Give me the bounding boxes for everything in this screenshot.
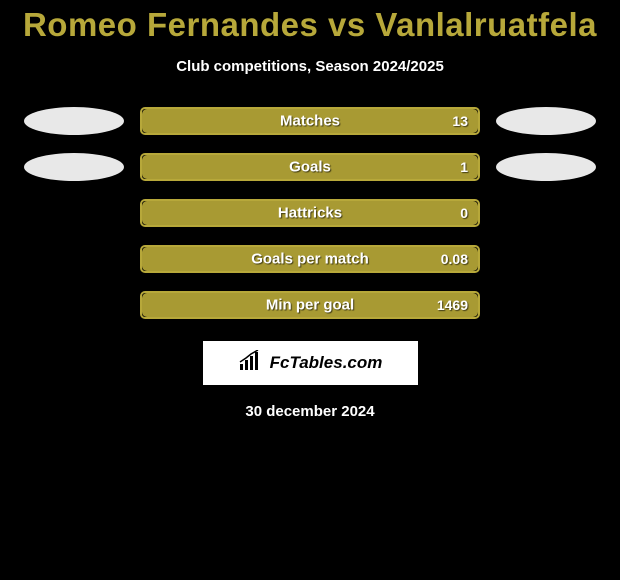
stat-label: Min per goal: [266, 297, 354, 314]
comparison-title: Romeo Fernandes vs Vanlalruatfela: [0, 6, 620, 44]
marker-placeholder: [24, 291, 124, 319]
marker-placeholder: [496, 245, 596, 273]
stat-bar: Goals 1: [140, 153, 480, 181]
stat-row: Goals per match 0.08: [0, 245, 620, 273]
stat-bar: Min per goal 1469: [140, 291, 480, 319]
marker-placeholder: [496, 199, 596, 227]
marker-placeholder: [24, 245, 124, 273]
stats-area: Matches 13 Goals 1 Hattricks 0 Goals per match…: [0, 107, 620, 319]
stat-row: Goals 1: [0, 153, 620, 181]
stat-bar: Hattricks 0: [140, 199, 480, 227]
stat-label: Matches: [280, 113, 340, 130]
stat-bar: Goals per match 0.08: [140, 245, 480, 273]
chart-icon: [238, 350, 266, 377]
stat-value-right: 1469: [437, 297, 468, 313]
stat-label: Goals per match: [251, 251, 369, 268]
player-left-marker: [24, 153, 124, 181]
stat-label: Hattricks: [278, 205, 342, 222]
marker-placeholder: [24, 199, 124, 227]
marker-placeholder: [496, 291, 596, 319]
stat-label: Goals: [289, 159, 331, 176]
stat-row: Matches 13: [0, 107, 620, 135]
player-right-marker: [496, 107, 596, 135]
logo-text: FcTables.com: [270, 353, 383, 373]
stat-value-right: 13: [452, 113, 468, 129]
stat-value-right: 0: [460, 205, 468, 221]
stat-row: Min per goal 1469: [0, 291, 620, 319]
comparison-date: 30 december 2024: [0, 403, 620, 420]
stat-bar: Matches 13: [140, 107, 480, 135]
comparison-subtitle: Club competitions, Season 2024/2025: [0, 58, 620, 75]
stat-row: Hattricks 0: [0, 199, 620, 227]
comparison-container: Romeo Fernandes vs Vanlalruatfela Club c…: [0, 0, 620, 420]
player-right-marker: [496, 153, 596, 181]
fctables-logo[interactable]: FcTables.com: [203, 341, 418, 385]
stat-value-right: 0.08: [441, 251, 468, 267]
player-left-marker: [24, 107, 124, 135]
stat-value-right: 1: [460, 159, 468, 175]
